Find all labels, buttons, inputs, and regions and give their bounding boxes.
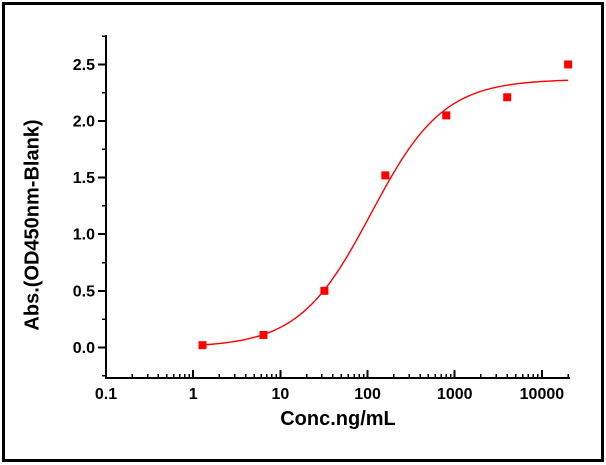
data-point xyxy=(564,60,573,69)
data-point xyxy=(259,330,268,339)
axis-spines xyxy=(105,35,570,379)
y-tick-label: 0.0 xyxy=(73,340,95,357)
data-point xyxy=(381,171,390,180)
y-tick-label: 2.0 xyxy=(73,114,95,131)
x-axis-title: Conc.ng/mL xyxy=(280,408,396,430)
x-tick-label: 1000 xyxy=(437,386,473,403)
data-point xyxy=(503,93,512,102)
data-point xyxy=(198,341,207,350)
y-tick-label: 1.5 xyxy=(73,170,95,187)
x-tick-label: 10 xyxy=(271,386,289,403)
data-point xyxy=(442,111,451,120)
y-tick-label: 1.0 xyxy=(73,227,95,244)
x-tick-label: 100 xyxy=(354,386,381,403)
x-tick-label: 0.1 xyxy=(95,386,117,403)
x-tick-label: 1 xyxy=(189,386,198,403)
fit-curve xyxy=(202,79,569,346)
y-tick-label: 0.5 xyxy=(73,283,95,300)
x-tick-label: 10000 xyxy=(520,386,565,403)
data-point xyxy=(320,286,329,295)
y-axis-title: Abs.(OD450nm-Blank) xyxy=(21,119,44,331)
y-tick-label: 2.5 xyxy=(73,57,95,74)
